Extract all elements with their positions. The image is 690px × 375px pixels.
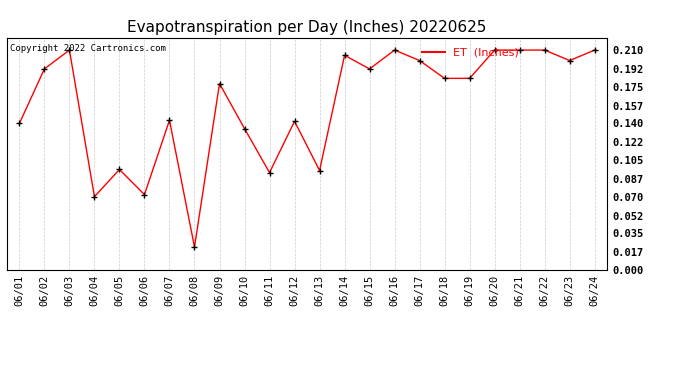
Text: Copyright 2022 Cartronics.com: Copyright 2022 Cartronics.com xyxy=(10,45,166,54)
Legend: ET  (Inches): ET (Inches) xyxy=(418,43,524,62)
Title: Evapotranspiration per Day (Inches) 20220625: Evapotranspiration per Day (Inches) 2022… xyxy=(128,20,486,35)
